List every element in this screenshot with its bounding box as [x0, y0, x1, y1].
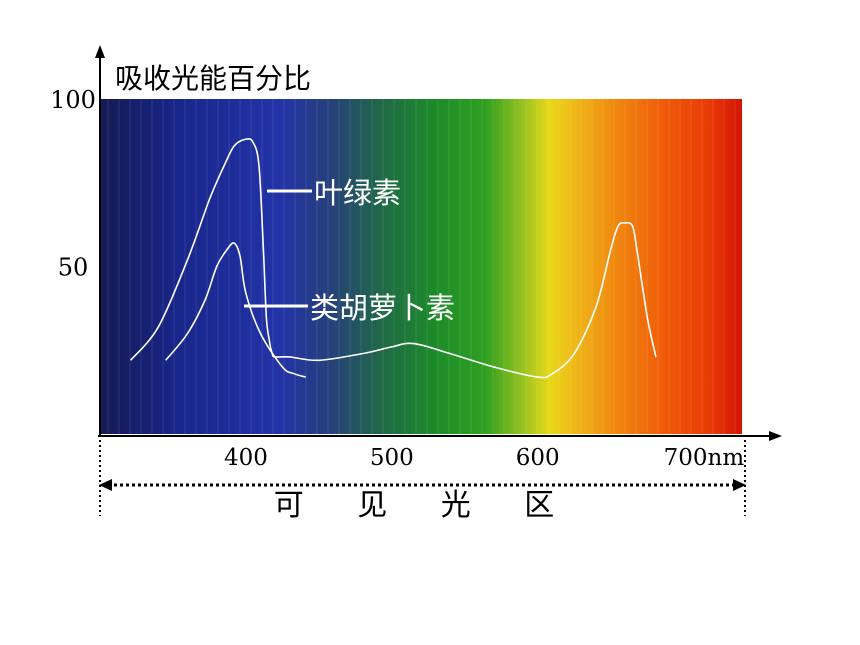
x-tick-label: 500: [370, 445, 414, 471]
spectrum-stripes: [107, 99, 736, 434]
y-tick-label: 50: [58, 254, 89, 282]
x-axis-arrow: [769, 431, 782, 441]
y-tick-labels: 100 50: [50, 86, 96, 282]
carotenoid-label: 类胡萝卜素: [310, 291, 455, 325]
x-tick-label: 400: [224, 445, 268, 471]
chlorophyll-curve: [129, 138, 657, 379]
chlorophyll-label: 叶绿素: [314, 176, 401, 210]
x-tick-labels: 400 500 600 700nm: [224, 445, 744, 471]
visible-spectrum-band: [100, 99, 742, 434]
range-arrow-left-head: [99, 479, 112, 491]
absorption-curves: [129, 138, 657, 379]
y-axis-arrow: [95, 45, 105, 58]
carotenoid-curve: [165, 242, 306, 378]
range-arrow-right-head: [733, 479, 746, 491]
y-tick-label: 100: [50, 86, 96, 114]
x-tick-label: 600: [516, 445, 560, 471]
x-axis-label: 可 见 光 区: [274, 488, 577, 523]
x-tick-label: 700nm: [664, 445, 745, 471]
y-axis-label: 吸收光能百分比: [115, 62, 311, 95]
